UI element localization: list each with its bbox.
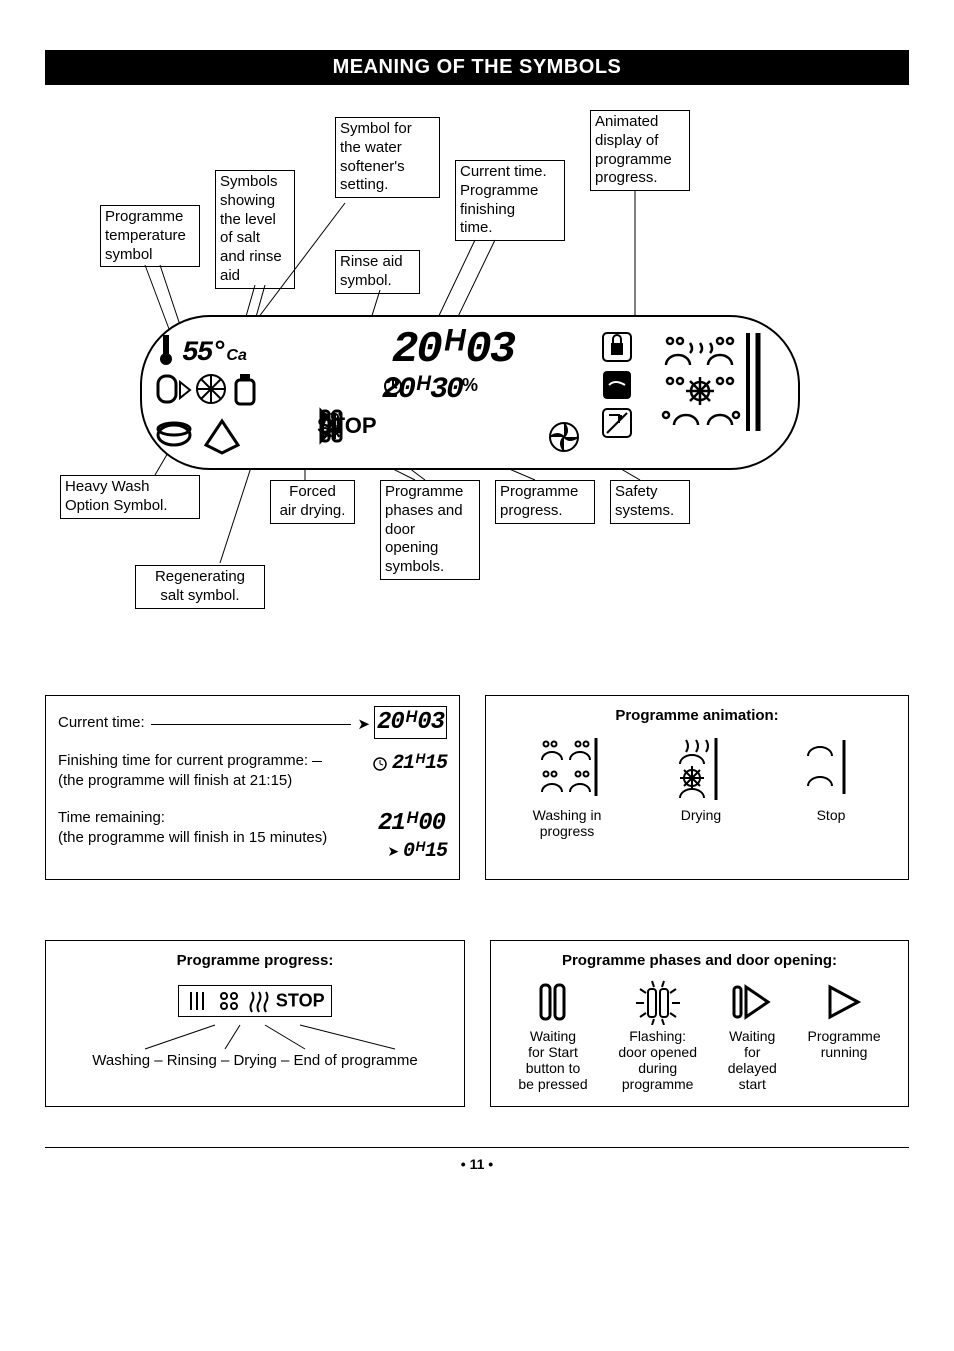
anim-heading: Programme animation: xyxy=(498,706,896,726)
bottom-row: Programme progress: STOP Washing – Rinsi… xyxy=(45,940,909,1107)
phase-delay: Waitingfordelayedstart xyxy=(728,979,777,1092)
svg-text:%: % xyxy=(462,375,478,395)
progress-sequence: Washing – Rinsing – Drying – End of prog… xyxy=(58,1051,452,1071)
lock-icon xyxy=(597,329,637,365)
progress-arrows xyxy=(85,1021,425,1051)
prog-wash-icon xyxy=(185,988,211,1014)
prog-stop-text: STOP xyxy=(276,990,325,1010)
softener-bottle-icon xyxy=(230,372,260,407)
finish-time-value: 21ᴴ15 xyxy=(392,752,447,775)
remain-label: Time remaining: xyxy=(58,809,165,826)
salt-level-icon xyxy=(154,372,194,407)
current-time-value: 20ᴴ03 xyxy=(374,706,447,739)
washing-anim-icon xyxy=(532,734,602,804)
anim-block-icon xyxy=(652,329,772,449)
finish-time-label: Finishing time for current programme: xyxy=(58,752,308,769)
heat-waves-icon xyxy=(317,407,345,445)
middle-row: Current time: ➤ 20ᴴ03 Finishing time for… xyxy=(45,695,909,880)
prog-rinse-icon xyxy=(216,988,242,1014)
percent-icon: % xyxy=(462,373,482,397)
main-time: 20ᴴ03 xyxy=(392,325,514,375)
page-footer: • 11 • xyxy=(45,1147,909,1172)
phase-wait-start: Waitingfor Startbutton tobe pressed xyxy=(518,979,587,1092)
heavy-wash-icon xyxy=(154,415,194,455)
stop-anim-icon xyxy=(800,734,862,804)
phase-running: Programmerunning xyxy=(807,979,880,1092)
display-panel: 55°Ca 20ᴴ03 20ᴴ30 % xyxy=(140,315,800,470)
rinse-aid-icon xyxy=(194,372,229,407)
regen-salt-icon xyxy=(202,417,242,457)
anim-panel: Programme animation: Washing inprogress xyxy=(485,695,909,880)
clock-icon xyxy=(382,373,404,397)
remain-bottom-value: 0ᴴ15 xyxy=(403,840,447,863)
phase-row: STOP xyxy=(317,413,377,439)
clock-small-icon xyxy=(372,756,388,772)
title-bar: MEANING OF THE SYMBOLS xyxy=(45,50,909,85)
pause-flash-icon xyxy=(630,979,686,1025)
current-time-label: Current time: xyxy=(58,713,145,733)
tap-off-icon xyxy=(597,405,637,441)
overflow-icon xyxy=(597,367,637,403)
phase-flashing: Flashing:door openedduringprogramme xyxy=(618,979,697,1092)
anim-stop: Stop xyxy=(800,734,862,839)
time-panel: Current time: ➤ 20ᴴ03 Finishing time for… xyxy=(45,695,460,880)
temp-value: 55°Ca xyxy=(182,335,247,369)
delay-play-icon xyxy=(730,979,774,1025)
sub-time-row: 20ᴴ30 % xyxy=(382,373,462,407)
progress-heading: Programme progress: xyxy=(58,951,452,971)
anim-drying: Drying xyxy=(670,734,732,839)
anim-washing: Washing inprogress xyxy=(532,734,602,839)
top-diagram: Programmetemperaturesymbol Symbolsshowin… xyxy=(45,105,909,645)
progress-panel: Programme progress: STOP Washing – Rinsi… xyxy=(45,940,465,1107)
remain-note: (the programme will finish in 15 minutes… xyxy=(58,829,327,846)
drying-anim-icon xyxy=(670,734,732,804)
fan-dry-icon xyxy=(542,417,587,457)
pause-icon xyxy=(533,979,573,1025)
phases-heading: Programme phases and door opening: xyxy=(503,951,896,971)
phases-panel: Programme phases and door opening: Waiti… xyxy=(490,940,909,1107)
play-icon xyxy=(824,979,864,1025)
prog-dry-icon xyxy=(246,988,272,1014)
finish-time-note: (the programme will finish at 21:15) xyxy=(58,772,292,789)
remain-top-value: 21ᴴ00 xyxy=(376,808,447,839)
